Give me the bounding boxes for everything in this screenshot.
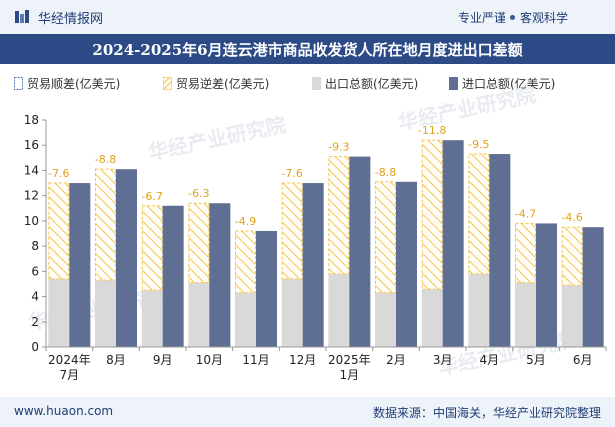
x-tick-label: 12月 bbox=[289, 353, 316, 367]
export-bar bbox=[468, 273, 490, 347]
footer-bar: www.huaon.com 数据来源：中国海关，华经产业研究院整理 bbox=[0, 397, 615, 427]
top-banner: 华经情报网 专业严谨 客观科学 bbox=[0, 0, 615, 34]
deficit-bar bbox=[515, 222, 536, 284]
export-bar bbox=[421, 288, 443, 347]
legend-label-deficit: 贸易逆差(亿美元) bbox=[176, 77, 270, 91]
deficit-data-label: -9.5 bbox=[468, 138, 489, 151]
import-bar bbox=[489, 154, 511, 347]
y-tick-label: 6 bbox=[31, 264, 39, 278]
x-tick-label: 9月 bbox=[153, 353, 173, 367]
y-tick-label: 8 bbox=[31, 239, 39, 253]
deficit-bar bbox=[188, 202, 210, 284]
deficit-bar bbox=[375, 181, 396, 294]
legend-swatch-export bbox=[312, 77, 321, 90]
x-tick-label: 5月 bbox=[526, 353, 546, 367]
tagline-left: 专业严谨 bbox=[458, 11, 507, 25]
legend-swatch-deficit bbox=[163, 77, 172, 90]
x-tick-label: 2月 bbox=[386, 353, 406, 367]
deficit-bar bbox=[48, 182, 70, 280]
x-tick-label: 4月 bbox=[480, 353, 500, 367]
deficit-data-label: -4.7 bbox=[515, 207, 536, 220]
x-tick-label: 3月 bbox=[433, 353, 453, 367]
legend-label-export: 出口总额(亿美元) bbox=[325, 77, 419, 91]
y-tick-label: 4 bbox=[31, 290, 39, 304]
deficit-data-label: -7.6 bbox=[281, 167, 302, 180]
export-bar bbox=[48, 278, 70, 347]
export-bar bbox=[375, 292, 396, 347]
import-bar bbox=[69, 183, 91, 347]
x-tick-label: 7月 bbox=[60, 368, 80, 382]
y-tick-label: 10 bbox=[24, 214, 39, 228]
deficit-data-label: -6.3 bbox=[188, 187, 209, 200]
legend-label-surplus: 贸易顺差(亿美元) bbox=[27, 77, 121, 91]
y-tick-label: 2 bbox=[31, 315, 39, 329]
deficit-data-label: -4.6 bbox=[561, 211, 582, 224]
x-tick-label: 2025年 bbox=[328, 353, 371, 367]
deficit-data-label: -6.7 bbox=[141, 190, 162, 203]
export-bar bbox=[561, 285, 583, 347]
import-bar bbox=[256, 230, 277, 347]
footer-site-link[interactable]: www.huaon.com bbox=[14, 404, 114, 418]
title-bar: 2024-2025年6月连云港市商品收发货人所在地月度进出口差额 bbox=[0, 34, 615, 64]
deficit-bar bbox=[281, 182, 303, 280]
x-tick-label: 10月 bbox=[196, 353, 223, 367]
chart-plot-area: 华经产业研究院华经产业研究院华经产业研究院华经产业研究院 -7.6-8.8-6.… bbox=[24, 82, 607, 382]
legend-label-import: 进口总额(亿美元) bbox=[462, 77, 556, 91]
deficit-data-label: -4.9 bbox=[235, 215, 256, 228]
deficit-bar bbox=[328, 156, 350, 275]
footer-source: 数据来源：中国海关，华经产业研究院整理 bbox=[372, 406, 601, 420]
deficit-bar bbox=[421, 139, 443, 290]
deficit-data-label: -8.8 bbox=[375, 166, 396, 179]
import-bar bbox=[162, 205, 184, 347]
y-tick-label: 0 bbox=[31, 340, 39, 354]
export-bar bbox=[235, 292, 256, 347]
import-bar bbox=[349, 156, 371, 347]
tagline-right: 客观科学 bbox=[520, 11, 569, 25]
legend-swatch-surplus bbox=[14, 77, 23, 90]
watermark-text: 华经产业研究院 bbox=[146, 112, 288, 165]
x-tick-label: 8月 bbox=[106, 353, 126, 367]
import-bar bbox=[442, 140, 464, 347]
huajing-logo-icon bbox=[15, 10, 29, 23]
import-bar bbox=[302, 183, 324, 347]
export-bar bbox=[515, 282, 536, 347]
deficit-bar bbox=[561, 226, 583, 286]
import-bar bbox=[536, 223, 557, 347]
deficit-bar bbox=[141, 205, 163, 291]
deficit-data-label: -8.8 bbox=[95, 153, 116, 166]
export-bar bbox=[281, 278, 303, 347]
chart-title: 2024-2025年6月连云港市商品收发货人所在地月度进出口差额 bbox=[92, 41, 523, 59]
y-tick-label: 12 bbox=[24, 189, 39, 203]
export-bar bbox=[328, 273, 350, 347]
deficit-data-label: -7.6 bbox=[48, 167, 69, 180]
export-bar bbox=[188, 282, 210, 347]
deficit-data-label: -9.3 bbox=[328, 141, 349, 154]
x-tick-label: 6月 bbox=[573, 353, 593, 367]
export-bar bbox=[95, 280, 116, 347]
import-bar bbox=[116, 169, 137, 347]
brand-name: 华经情报网 bbox=[38, 12, 104, 27]
deficit-bar bbox=[95, 168, 116, 281]
deficit-data-label: -11.8 bbox=[418, 124, 446, 137]
y-tick-label: 18 bbox=[24, 113, 39, 127]
y-tick-label: 14 bbox=[24, 163, 39, 177]
x-tick-label: 11月 bbox=[242, 353, 269, 367]
x-tick-label: 2024年 bbox=[48, 353, 91, 367]
import-bar bbox=[209, 203, 231, 347]
export-bar bbox=[141, 290, 163, 347]
chart-legend: 贸易顺差(亿美元) 贸易逆差(亿美元) 出口总额(亿美元) 进口总额(亿美元) bbox=[0, 73, 615, 95]
deficit-bar bbox=[235, 230, 256, 294]
legend-swatch-import bbox=[449, 77, 458, 90]
y-tick-label: 16 bbox=[24, 138, 39, 152]
import-bar bbox=[582, 227, 604, 347]
separator-dot-icon bbox=[510, 15, 515, 20]
deficit-bar bbox=[468, 153, 490, 275]
x-tick-label: 1月 bbox=[340, 368, 360, 382]
import-bar bbox=[396, 181, 417, 347]
